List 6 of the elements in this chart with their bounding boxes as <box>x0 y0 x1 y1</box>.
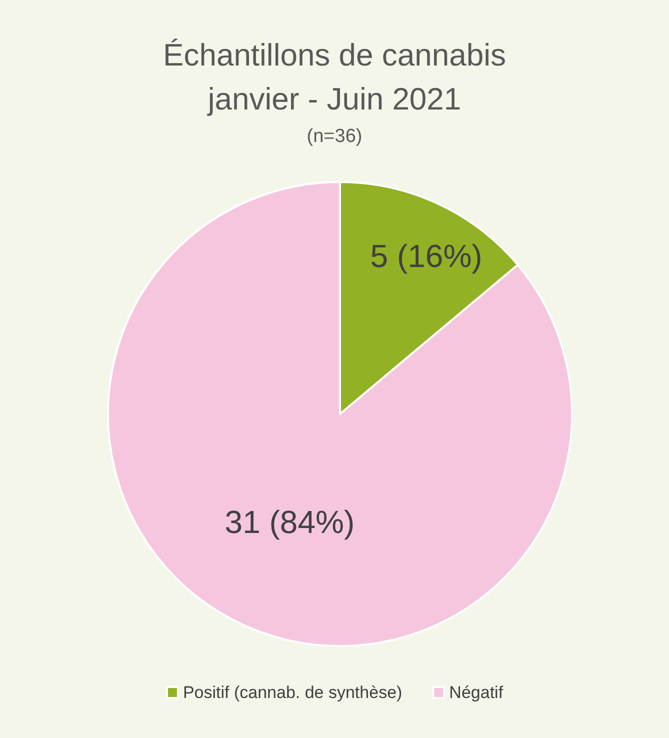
data-label: 31 (84%) <box>224 504 355 540</box>
chart-subtitle: (n=36) <box>306 126 362 147</box>
data-label: 5 (16%) <box>370 238 482 274</box>
chart-title: Échantillons de cannabis janvier - Juin 2021 <box>163 38 506 116</box>
legend-label: Négatif <box>449 683 504 702</box>
legend-label: Positif (cannab. de synthèse) <box>182 683 402 702</box>
